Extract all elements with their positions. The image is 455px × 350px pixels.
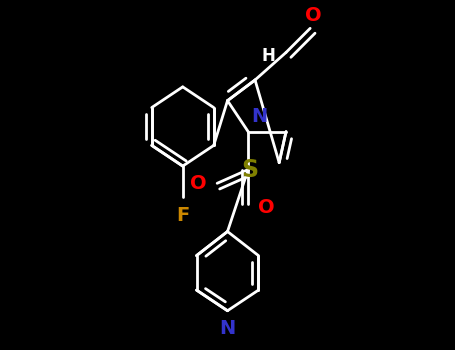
Text: N: N xyxy=(219,319,236,338)
Text: N: N xyxy=(252,107,268,126)
Text: H: H xyxy=(262,47,276,65)
Text: F: F xyxy=(176,206,189,225)
Text: O: O xyxy=(258,198,275,217)
Text: O: O xyxy=(190,174,207,193)
Text: O: O xyxy=(305,6,322,25)
Text: S: S xyxy=(241,158,258,182)
